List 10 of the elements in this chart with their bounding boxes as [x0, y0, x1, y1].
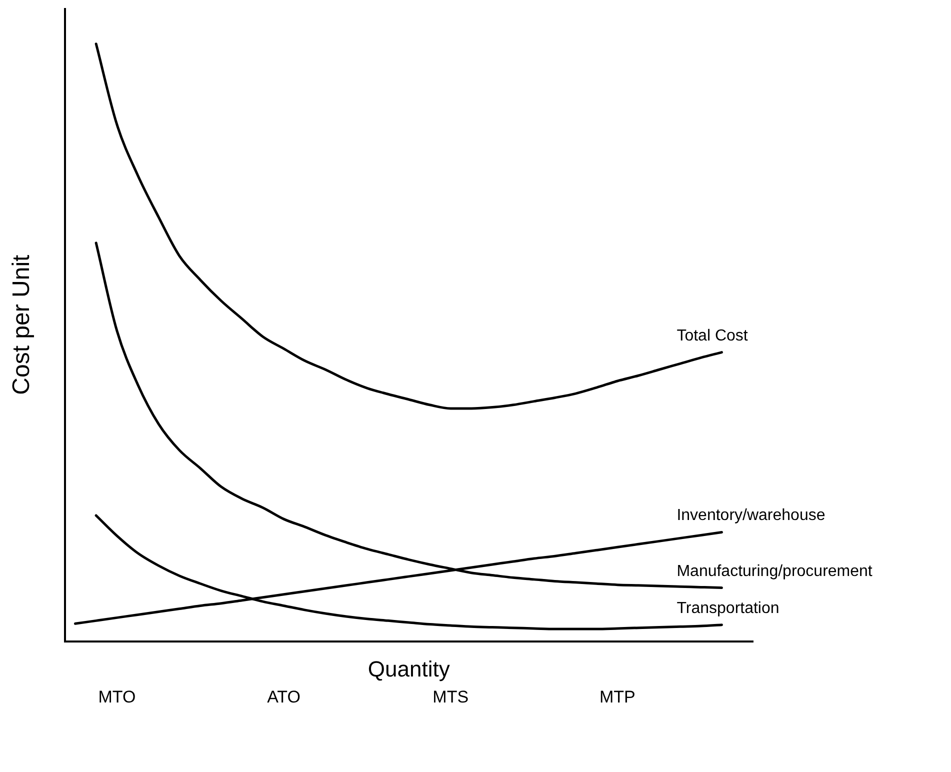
series-label: Manufacturing/procurement [676, 562, 873, 580]
series-label: Inventory/warehouse [676, 507, 826, 524]
x-tick-label: ATO [267, 687, 300, 706]
series-label: Transportation [676, 600, 780, 617]
x-tick-label: MTS [432, 687, 469, 706]
x-tick-label: MTO [98, 687, 136, 706]
series-label: Total Cost [676, 327, 748, 344]
y-axis-title: Cost per Unit [8, 254, 36, 395]
x-tick-label: MTP [600, 687, 636, 706]
x-axis-title: Quantity [368, 656, 450, 682]
